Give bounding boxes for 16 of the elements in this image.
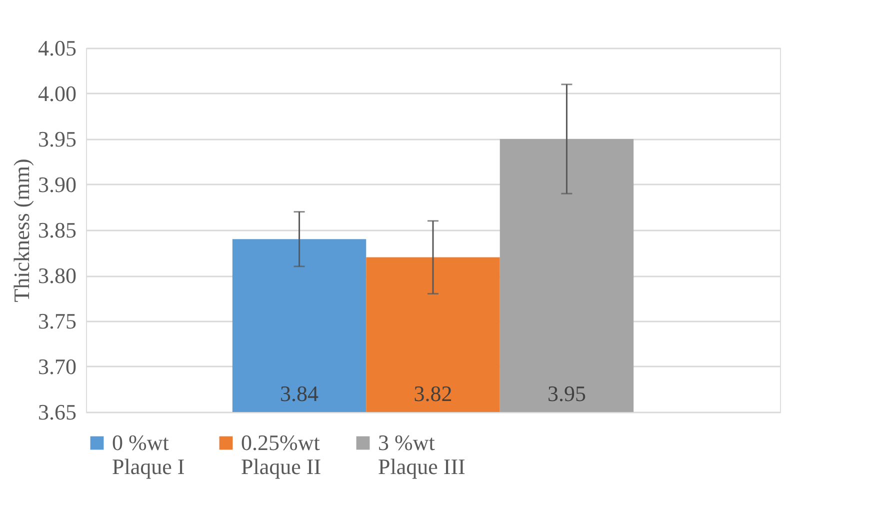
y-tick-label: 3.95 [38,126,76,152]
data-label: 3.84 [280,381,319,406]
y-tick-label: 3.90 [38,172,76,197]
legend-label: 0 %wt Plaque I [112,430,185,479]
legend-label: 3 %wt Plaque III [378,430,466,479]
y-tick-label: 3.85 [38,218,76,242]
y-tick-label: 3.80 [38,263,76,288]
y-tick-label: 3.75 [38,308,76,334]
y-tick-label: 4.00 [38,81,76,106]
y-axis-title: Thickness (mm) [9,158,34,302]
y-tick-label: 3.65 [38,400,76,424]
y-tick-label: 4.05 [38,36,76,60]
data-label: 3.82 [414,381,452,406]
legend-label: 0.25%wt Plaque II [241,430,322,479]
y-tick-label: 3.70 [38,354,76,379]
data-label: 3.95 [547,381,586,406]
